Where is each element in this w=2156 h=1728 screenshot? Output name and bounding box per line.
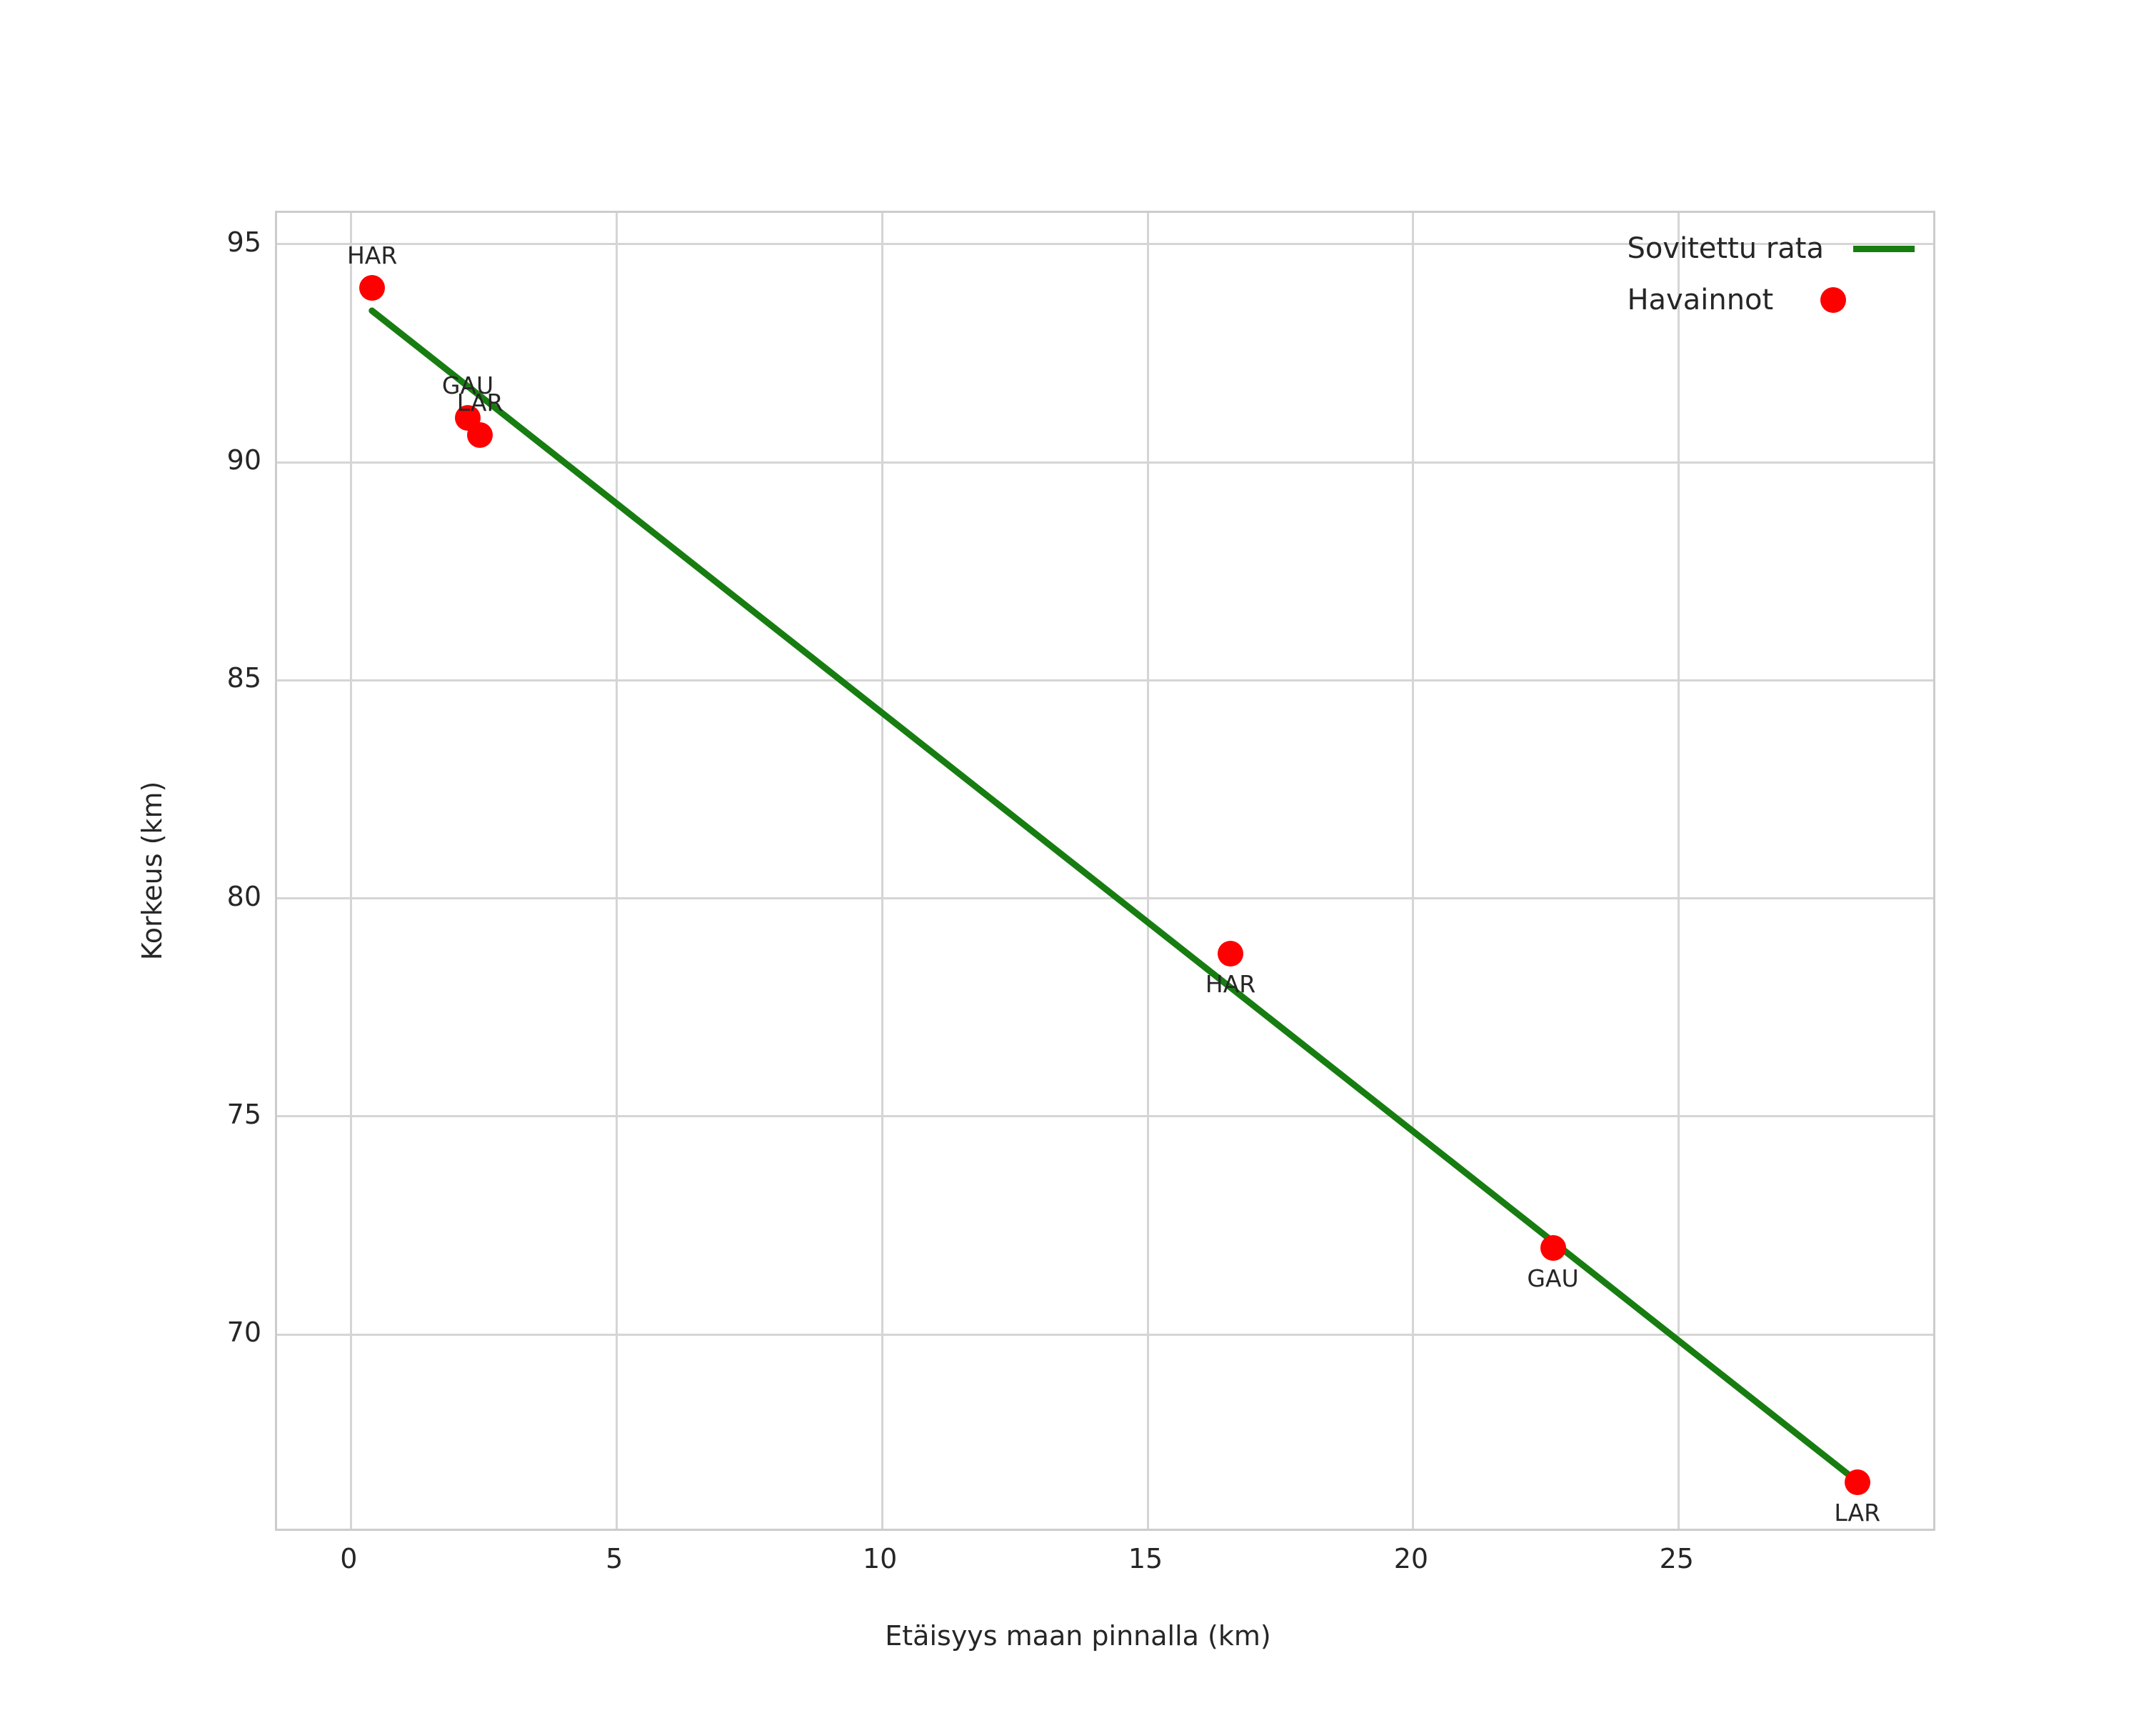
y-tick-75: 75 <box>226 1098 261 1130</box>
data-point-label-lar-5: LAR <box>1834 1499 1881 1527</box>
gridline-x-10 <box>881 213 883 1529</box>
gridline-x-25 <box>1678 213 1680 1529</box>
fitted-trajectory-line <box>368 307 1857 1482</box>
data-point-label-har-3: HAR <box>1205 970 1256 999</box>
y-axis-label: Korkeus (km) <box>136 781 168 961</box>
y-tick-85: 85 <box>226 662 261 694</box>
gridline-x-20 <box>1412 213 1415 1529</box>
x-tick-0: 0 <box>340 1543 358 1574</box>
data-point-label-gau-4: GAU <box>1527 1264 1579 1292</box>
legend-entry-observations[interactable]: Havainnot <box>1627 274 1931 326</box>
gridline-y-85 <box>277 679 1933 681</box>
y-tick-80: 80 <box>226 880 261 912</box>
gridline-y-80 <box>277 897 1933 900</box>
gridline-y-75 <box>277 1115 1933 1118</box>
gridline-x-15 <box>1146 213 1149 1529</box>
legend: Sovitettu rata Havainnot <box>1627 223 1931 326</box>
legend-label-fit: Sovitettu rata <box>1627 232 1824 265</box>
x-tick-5: 5 <box>606 1543 623 1574</box>
legend-entry-fit[interactable]: Sovitettu rata <box>1627 223 1931 274</box>
x-tick-15: 15 <box>1128 1543 1163 1574</box>
data-point-lar-2[interactable] <box>467 422 493 449</box>
data-point-label-gau-1: GAU <box>441 371 494 399</box>
x-tick-25: 25 <box>1659 1543 1694 1574</box>
x-tick-10: 10 <box>862 1543 898 1574</box>
plot-area: HAR GAU LAR HAR GAU LAR Sovitettu rata Havain… <box>275 211 1935 1531</box>
data-point-har-0[interactable] <box>359 275 386 301</box>
gridline-y-95 <box>277 243 1933 246</box>
data-point-har-3[interactable] <box>1218 941 1244 967</box>
gridline-y-70 <box>277 1333 1933 1336</box>
y-tick-90: 90 <box>226 444 261 476</box>
gridline-x-0 <box>349 213 352 1529</box>
y-tick-70: 70 <box>226 1317 261 1349</box>
legend-line-swatch <box>1837 245 1931 252</box>
gridline-y-90 <box>277 461 1933 464</box>
data-point-lar-5[interactable] <box>1844 1469 1870 1496</box>
legend-dot-swatch <box>1786 287 1880 313</box>
y-tick-95: 95 <box>226 226 261 258</box>
data-point-gau-4[interactable] <box>1540 1234 1566 1261</box>
legend-label-observations: Havainnot <box>1627 284 1774 316</box>
x-axis-label: Etäisyys maan pinnalla (km) <box>885 1620 1271 1652</box>
data-point-label-har-0: HAR <box>346 241 398 269</box>
gridline-x-5 <box>615 213 618 1529</box>
x-tick-20: 20 <box>1393 1543 1429 1574</box>
data-point-label-lar-2: LAR <box>456 389 503 417</box>
